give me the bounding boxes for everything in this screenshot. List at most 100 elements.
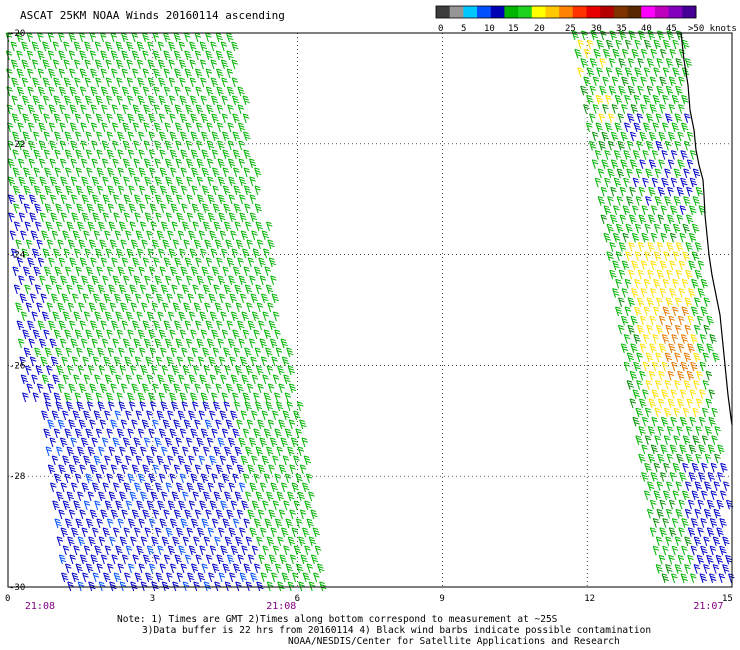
wind-barb (213, 446, 221, 457)
lon-label: 3 (150, 594, 155, 604)
wind-barb (40, 356, 48, 367)
wind-barb (655, 564, 663, 574)
wind-barb (620, 343, 629, 353)
wind-barb (103, 356, 111, 367)
wind-barb (122, 338, 131, 349)
wind-barb (100, 464, 107, 475)
wind-barb (128, 167, 136, 178)
wind-barb (630, 315, 638, 326)
wind-barb (85, 113, 92, 124)
wind-barb (687, 343, 695, 353)
wind-barb (161, 536, 170, 547)
wind-barb (646, 85, 654, 96)
wind-barb (655, 536, 663, 547)
wind-barb (152, 383, 159, 394)
wind-barb (255, 491, 263, 502)
wind-barb (156, 410, 164, 421)
wind-barb (112, 140, 119, 151)
wind-barb (686, 370, 695, 381)
wind-barb (607, 196, 614, 206)
wind-barb (24, 284, 31, 295)
wind-barb (182, 365, 190, 376)
wind-barb (212, 167, 220, 178)
wind-barb (652, 545, 660, 556)
wind-barb (155, 356, 163, 367)
wind-barb (123, 275, 130, 286)
wind-barb (293, 410, 301, 421)
wind-barb (85, 518, 94, 529)
wind-barb (69, 68, 76, 79)
lon-label: 12 (584, 594, 595, 604)
wind-barb (672, 490, 680, 501)
wind-barb (206, 338, 215, 349)
wind-barb (74, 113, 82, 124)
wind-barb (606, 251, 614, 261)
wind-barb (621, 288, 629, 298)
wind-barb (62, 545, 70, 556)
wind-barb (272, 374, 280, 385)
wind-barb (618, 85, 626, 96)
wind-barb (216, 122, 224, 133)
wind-barb (665, 58, 674, 68)
wind-barb (675, 508, 683, 519)
wind-barb (646, 508, 654, 519)
wind-barb (675, 242, 684, 252)
colorbar-swatch (449, 6, 464, 18)
wind-barb (178, 59, 187, 70)
wind-barb (652, 122, 660, 133)
pass-time-label: 21:07 (693, 601, 723, 612)
wind-barb (696, 554, 705, 565)
wind-barb (102, 212, 110, 223)
wind-barb (194, 383, 201, 394)
wind-barb (82, 356, 89, 367)
wind-barb (684, 297, 692, 307)
wind-barb (66, 221, 74, 232)
wind-barb (196, 437, 204, 448)
wind-barb (57, 383, 65, 394)
wind-barb (92, 527, 99, 538)
wind-barb (140, 365, 148, 376)
wind-barb (183, 302, 191, 313)
wind-barb (684, 508, 692, 519)
wind-barb (83, 374, 91, 385)
colorbar-tick-label: 40 (641, 24, 652, 34)
wind-barb (209, 410, 216, 421)
wind-barb (238, 437, 246, 448)
wind-barb (68, 50, 76, 61)
wind-barb (42, 248, 50, 259)
colorbar-swatch (477, 6, 492, 18)
wind-barb (282, 455, 290, 466)
wind-barb (622, 205, 630, 215)
wind-barb (22, 113, 30, 124)
wind-barb (153, 68, 161, 79)
wind-barb (687, 499, 695, 510)
wind-barb (96, 149, 103, 160)
wind-barb (53, 392, 61, 403)
wind-barb (281, 572, 289, 583)
lon-label: 15 (722, 594, 733, 604)
wind-barb (644, 462, 652, 473)
wind-barb (70, 275, 79, 286)
wind-barb (665, 113, 673, 123)
wind-barb (655, 140, 663, 151)
wind-barb (107, 167, 115, 178)
wind-barb (631, 232, 640, 243)
wind-barb (656, 242, 664, 252)
wind-barb (624, 67, 633, 77)
wind-barb (35, 221, 42, 232)
wind-barb (276, 401, 284, 412)
wind-barb (671, 545, 679, 556)
wind-barb (70, 437, 77, 448)
wind-barb (660, 472, 667, 482)
wind-barb (192, 221, 200, 232)
wind-barb (720, 462, 728, 473)
wind-barb (192, 284, 199, 295)
wind-barb (115, 41, 124, 52)
wind-barb (231, 59, 238, 70)
wind-barb (208, 356, 216, 367)
wind-barb (685, 453, 694, 464)
wind-barb (89, 419, 96, 430)
wind-barb (189, 77, 197, 88)
wind-barb (251, 410, 258, 421)
wind-barb (216, 554, 224, 565)
